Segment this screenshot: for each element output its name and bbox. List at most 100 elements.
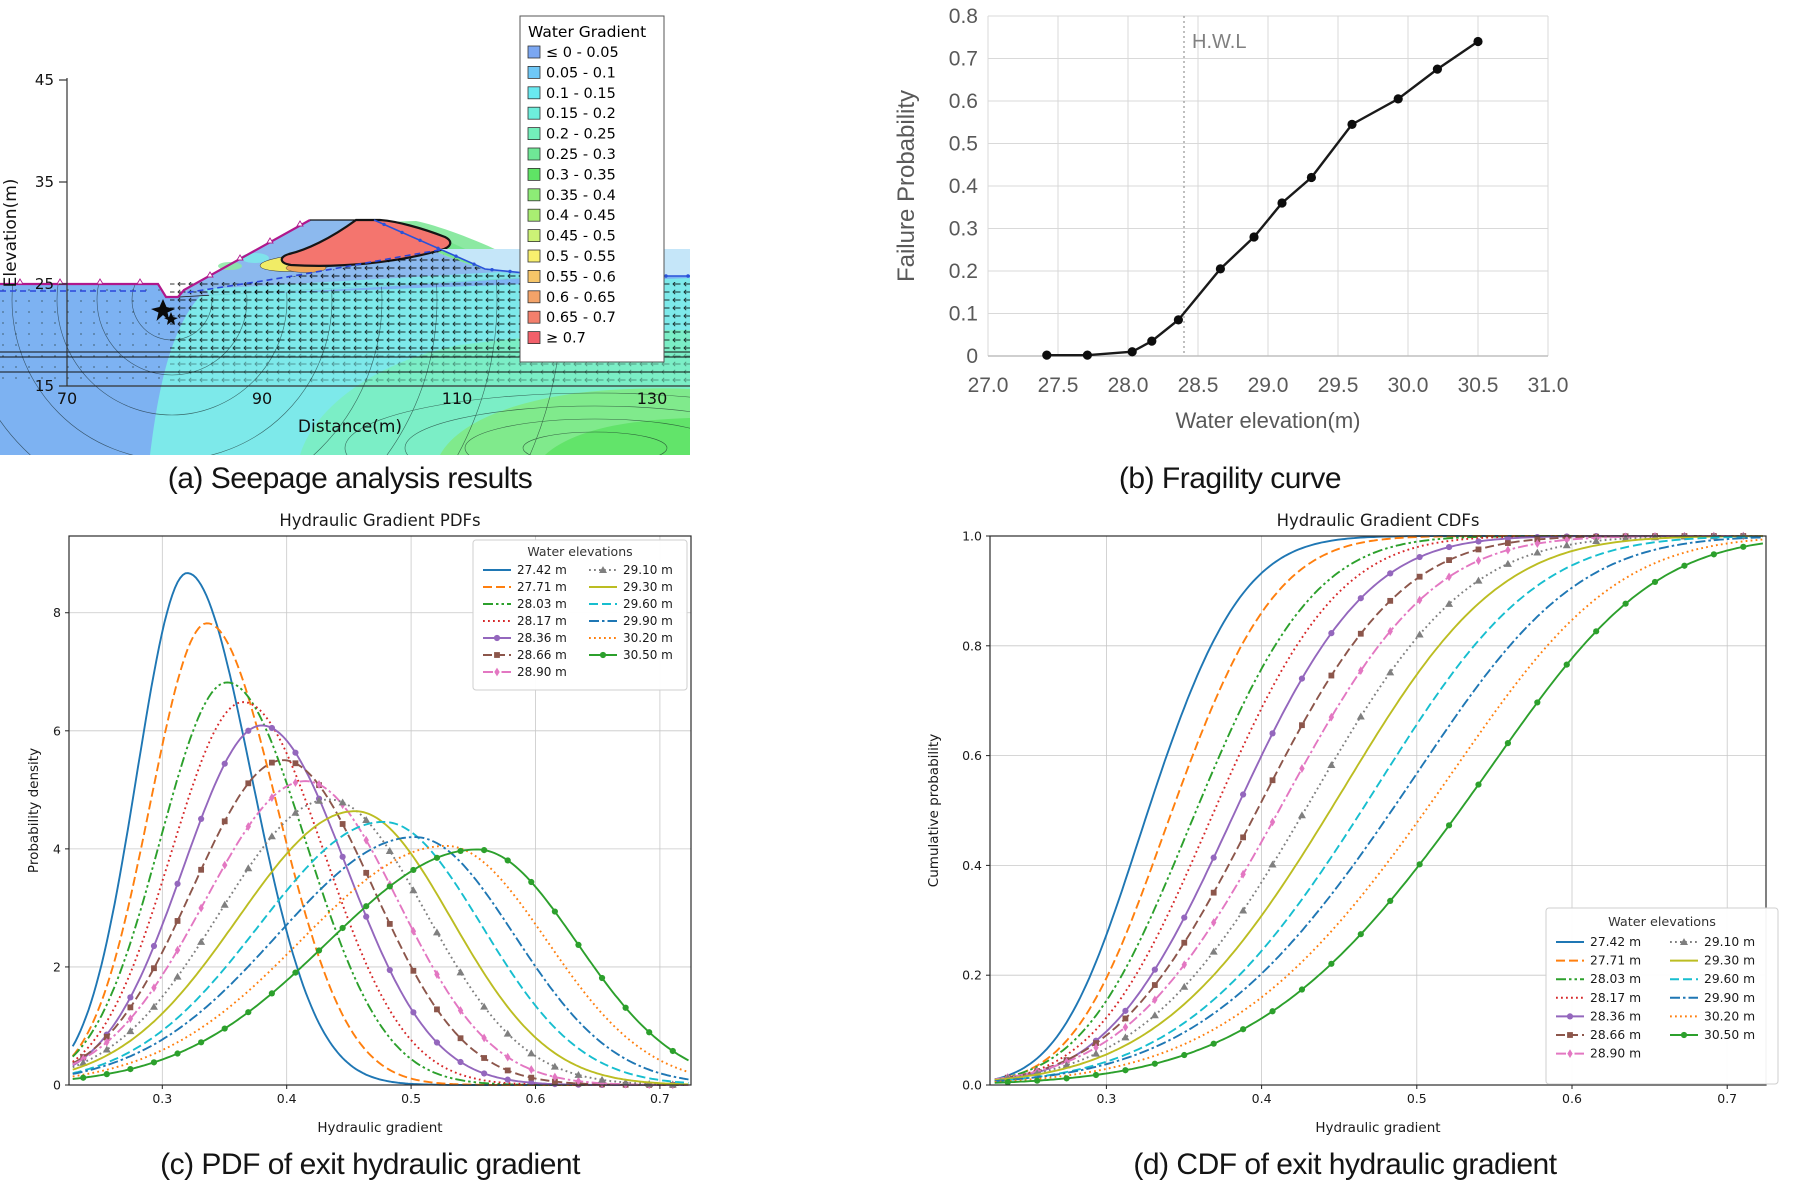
- svg-text:≤ 0 - 0.05: ≤ 0 - 0.05: [546, 45, 619, 61]
- svg-text:15: 15: [35, 377, 54, 395]
- svg-text:31.0: 31.0: [1528, 374, 1569, 397]
- svg-text:29.10 m: 29.10 m: [623, 563, 673, 577]
- svg-text:27.42 m: 27.42 m: [1590, 935, 1641, 949]
- svg-text:29.5: 29.5: [1318, 374, 1359, 397]
- svg-text:0.6: 0.6: [526, 1091, 546, 1106]
- svg-text:2: 2: [53, 959, 61, 974]
- svg-text:0.8: 0.8: [949, 5, 978, 28]
- exit-point-star: [151, 299, 175, 321]
- svg-text:29.90 m: 29.90 m: [1704, 991, 1755, 1005]
- svg-text:29.60 m: 29.60 m: [1704, 972, 1755, 986]
- caption-cdf: (d) CDF of exit hydraulic gradient: [1133, 1148, 1557, 1181]
- svg-text:0.3 - 0.35: 0.3 - 0.35: [546, 167, 616, 183]
- svg-text:0: 0: [966, 345, 978, 368]
- svg-text:Distance(m): Distance(m): [298, 417, 402, 437]
- svg-text:0.3: 0.3: [1096, 1091, 1116, 1106]
- caption-fragility: (b) Fragility curve: [1118, 462, 1342, 495]
- svg-text:28.03 m: 28.03 m: [1590, 972, 1641, 986]
- svg-text:30.5: 30.5: [1458, 374, 1499, 397]
- svg-text:28.36 m: 28.36 m: [1590, 1009, 1641, 1023]
- svg-text:0.2: 0.2: [962, 968, 982, 983]
- svg-text:Hydraulic gradient: Hydraulic gradient: [1315, 1120, 1440, 1136]
- svg-text:0.2 - 0.25: 0.2 - 0.25: [546, 127, 616, 143]
- svg-text:30.20 m: 30.20 m: [623, 631, 673, 645]
- svg-text:28.90 m: 28.90 m: [517, 665, 567, 679]
- svg-text:28.03 m: 28.03 m: [517, 597, 567, 611]
- svg-text:0.3: 0.3: [949, 218, 978, 241]
- svg-text:0.05 - 0.1: 0.05 - 0.1: [546, 65, 616, 81]
- exit-point-star-small: [164, 312, 178, 325]
- svg-text:27.71 m: 27.71 m: [1590, 954, 1641, 968]
- svg-text:28.36 m: 28.36 m: [517, 631, 567, 645]
- svg-text:29.30 m: 29.30 m: [623, 580, 673, 594]
- svg-text:Elevation(m): Elevation(m): [1, 179, 21, 288]
- svg-text:27.71 m: 27.71 m: [517, 580, 567, 594]
- svg-text:0.4: 0.4: [962, 858, 982, 873]
- svg-text:29.0: 29.0: [1248, 374, 1289, 397]
- svg-text:0.1 - 0.15: 0.1 - 0.15: [546, 86, 616, 102]
- svg-text:130: 130: [637, 389, 668, 408]
- svg-text:1.0: 1.0: [962, 529, 982, 544]
- svg-text:30.20 m: 30.20 m: [1704, 1009, 1755, 1023]
- svg-text:H.W.L: H.W.L: [1192, 31, 1246, 53]
- svg-text:0.6: 0.6: [962, 748, 982, 763]
- svg-text:Water elevations: Water elevations: [1608, 915, 1716, 930]
- svg-text:28.5: 28.5: [1178, 374, 1219, 397]
- svg-text:0.2: 0.2: [949, 260, 978, 283]
- svg-text:29.30 m: 29.30 m: [1704, 954, 1755, 968]
- svg-text:0.6 - 0.65: 0.6 - 0.65: [546, 290, 616, 306]
- svg-text:27.5: 27.5: [1038, 374, 1079, 397]
- svg-text:Probability density: Probability density: [26, 748, 42, 873]
- svg-text:29.10 m: 29.10 m: [1704, 935, 1755, 949]
- svg-text:29.60 m: 29.60 m: [623, 597, 673, 611]
- flow-vectors-dam: [187, 252, 545, 299]
- svg-text:28.17 m: 28.17 m: [1590, 991, 1641, 1005]
- svg-text:0.5: 0.5: [949, 133, 978, 156]
- svg-text:Water elevations: Water elevations: [527, 544, 632, 559]
- caption-pdf: (c) PDF of exit hydraulic gradient: [160, 1148, 580, 1181]
- svg-text:110: 110: [442, 389, 473, 408]
- svg-text:Water elevation(m): Water elevation(m): [1175, 408, 1360, 433]
- svg-text:28.66 m: 28.66 m: [1590, 1028, 1641, 1042]
- svg-text:0.8: 0.8: [962, 638, 982, 653]
- svg-text:45: 45: [35, 71, 54, 89]
- svg-text:0.0: 0.0: [962, 1078, 982, 1093]
- svg-text:28.0: 28.0: [1108, 374, 1149, 397]
- svg-text:0.25 - 0.3: 0.25 - 0.3: [546, 147, 616, 163]
- svg-text:0.7: 0.7: [949, 48, 978, 71]
- dam-high-gradient-red-band: [280, 218, 452, 267]
- left-node-dots: [0, 287, 165, 384]
- svg-text:27.42 m: 27.42 m: [517, 563, 567, 577]
- fragility-curve-chart: H.W.L 0 0.1 0.2 0.3 0.4 0.5 0.6 0.7 0.8 27.0 27.5 28…: [893, 5, 1569, 433]
- svg-text:0.35 - 0.4: 0.35 - 0.4: [546, 188, 616, 204]
- svg-text:90: 90: [252, 389, 272, 408]
- svg-text:4: 4: [53, 841, 61, 856]
- svg-text:35: 35: [35, 173, 54, 191]
- svg-text:30.50 m: 30.50 m: [1704, 1028, 1755, 1042]
- svg-text:28.17 m: 28.17 m: [517, 614, 567, 628]
- svg-text:0.6: 0.6: [949, 90, 978, 113]
- cdf-chart: Hydraulic Gradient CDFs 0.3 0.4 0.5 0.6 0.7 0.…: [926, 511, 1779, 1136]
- svg-text:28.66 m: 28.66 m: [517, 648, 567, 662]
- svg-text:0.7: 0.7: [650, 1091, 670, 1106]
- svg-text:0: 0: [53, 1078, 61, 1093]
- pdf-chart: Hydraulic Gradient PDFs 0.3 0.4 0.5 0.6 0.7 0 2…: [26, 511, 692, 1136]
- svg-text:27.0: 27.0: [968, 374, 1009, 397]
- svg-text:8: 8: [53, 605, 61, 620]
- svg-text:0.3: 0.3: [152, 1091, 172, 1106]
- caption-seepage: (a) Seepage analysis results: [167, 462, 533, 495]
- svg-text:0.1: 0.1: [949, 303, 978, 326]
- svg-text:Water Gradient: Water Gradient: [528, 23, 646, 41]
- svg-text:Hydraulic Gradient CDFs: Hydraulic Gradient CDFs: [1277, 511, 1480, 530]
- svg-text:0.15 - 0.2: 0.15 - 0.2: [546, 106, 616, 122]
- surface-markers: [16, 220, 304, 285]
- svg-text:28.90 m: 28.90 m: [1590, 1047, 1641, 1061]
- svg-text:0.45 - 0.5: 0.45 - 0.5: [546, 229, 616, 245]
- svg-text:0.4 - 0.45: 0.4 - 0.45: [546, 208, 616, 224]
- svg-text:0.4: 0.4: [1252, 1091, 1272, 1106]
- svg-text:0.6: 0.6: [1562, 1091, 1582, 1106]
- svg-text:Cumulative probability: Cumulative probability: [926, 734, 942, 887]
- svg-text:0.65 - 0.7: 0.65 - 0.7: [546, 310, 616, 326]
